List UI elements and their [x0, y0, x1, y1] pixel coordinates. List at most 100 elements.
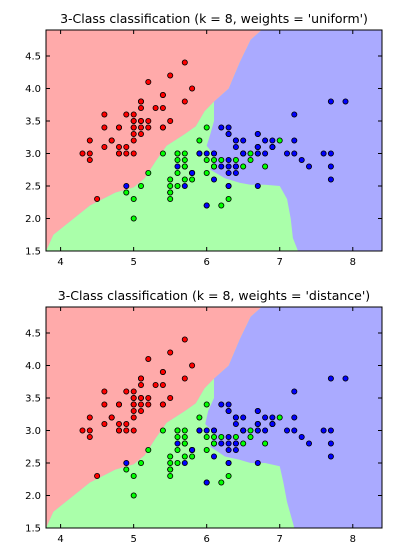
point-class-1 — [181, 440, 188, 447]
point-class-1 — [167, 195, 174, 202]
point-class-0 — [181, 375, 188, 382]
point-class-2 — [210, 453, 217, 460]
point-class-2 — [225, 156, 232, 163]
point-class-0 — [101, 111, 108, 118]
point-class-2 — [291, 388, 298, 395]
point-class-2 — [269, 143, 276, 150]
point-class-1 — [167, 459, 174, 466]
x-tick-label: 4 — [57, 257, 63, 268]
point-class-2 — [210, 150, 217, 157]
point-class-0 — [159, 92, 166, 99]
point-class-2 — [232, 169, 239, 176]
point-class-1 — [181, 163, 188, 170]
point-class-2 — [254, 407, 261, 414]
point-class-1 — [218, 202, 225, 209]
point-class-1 — [240, 440, 247, 447]
x-tick-label: 7 — [277, 534, 283, 545]
point-class-0 — [86, 427, 93, 434]
point-class-0 — [108, 137, 115, 144]
point-class-2 — [320, 150, 327, 157]
point-class-2 — [327, 150, 334, 157]
point-class-0 — [116, 150, 123, 157]
point-class-1 — [247, 150, 254, 157]
point-class-2 — [123, 182, 130, 189]
point-class-0 — [123, 427, 130, 434]
point-class-2 — [342, 98, 349, 105]
point-class-2 — [327, 375, 334, 382]
point-class-1 — [130, 472, 137, 479]
point-class-1 — [210, 163, 217, 170]
point-class-2 — [225, 446, 232, 453]
point-class-2 — [283, 150, 290, 157]
point-class-2 — [232, 440, 239, 447]
point-class-1 — [276, 137, 283, 144]
point-class-2 — [203, 202, 210, 209]
point-class-2 — [327, 453, 334, 460]
point-class-0 — [94, 195, 101, 202]
region-class-1 — [46, 307, 295, 528]
point-class-1 — [276, 414, 283, 421]
point-class-0 — [130, 130, 137, 137]
point-class-2 — [269, 137, 276, 144]
point-class-1 — [247, 427, 254, 434]
point-class-1 — [181, 427, 188, 434]
point-class-2 — [240, 414, 247, 421]
point-class-2 — [269, 420, 276, 427]
point-class-1 — [240, 163, 247, 170]
point-class-2 — [254, 420, 261, 427]
y-tick-label: 4.5 — [25, 52, 41, 63]
point-class-1 — [174, 433, 181, 440]
x-tick-label: 6 — [204, 534, 210, 545]
point-class-0 — [86, 150, 93, 157]
point-class-2 — [342, 375, 349, 382]
point-class-2 — [232, 137, 239, 144]
y-tick-label: 1.5 — [25, 524, 41, 535]
point-class-0 — [101, 124, 108, 131]
point-class-1 — [218, 479, 225, 486]
point-class-1 — [181, 176, 188, 183]
point-class-0 — [130, 118, 137, 125]
point-class-0 — [101, 420, 108, 427]
point-class-1 — [145, 169, 152, 176]
point-class-2 — [254, 459, 261, 466]
point-class-2 — [327, 427, 334, 434]
point-class-2 — [254, 143, 261, 150]
point-class-0 — [181, 59, 188, 66]
point-class-0 — [159, 105, 166, 112]
point-class-1 — [167, 466, 174, 473]
point-class-1 — [174, 156, 181, 163]
point-class-0 — [116, 420, 123, 427]
point-class-0 — [86, 156, 93, 163]
y-tick-label: 2.5 — [25, 182, 41, 193]
point-class-0 — [79, 150, 86, 157]
point-class-1 — [159, 427, 166, 434]
y-tick-label: 3.5 — [25, 394, 41, 405]
point-class-0 — [137, 407, 144, 414]
point-class-0 — [145, 79, 152, 86]
point-class-2 — [291, 427, 298, 434]
point-class-0 — [123, 388, 130, 395]
point-class-1 — [262, 163, 269, 170]
point-class-2 — [262, 150, 269, 157]
point-class-1 — [218, 156, 225, 163]
point-class-2 — [189, 446, 196, 453]
point-class-2 — [225, 433, 232, 440]
point-class-1 — [130, 215, 137, 222]
point-class-0 — [137, 105, 144, 112]
point-class-2 — [225, 440, 232, 447]
point-class-0 — [137, 98, 144, 105]
point-class-1 — [210, 433, 217, 440]
point-class-0 — [167, 394, 174, 401]
point-class-2 — [305, 163, 312, 170]
point-class-0 — [137, 124, 144, 131]
point-class-2 — [218, 440, 225, 447]
point-class-1 — [218, 433, 225, 440]
point-class-0 — [123, 420, 130, 427]
point-class-1 — [174, 446, 181, 453]
point-class-2 — [240, 137, 247, 144]
point-class-0 — [137, 130, 144, 137]
point-class-2 — [291, 414, 298, 421]
point-class-2 — [291, 137, 298, 144]
point-class-0 — [116, 401, 123, 408]
